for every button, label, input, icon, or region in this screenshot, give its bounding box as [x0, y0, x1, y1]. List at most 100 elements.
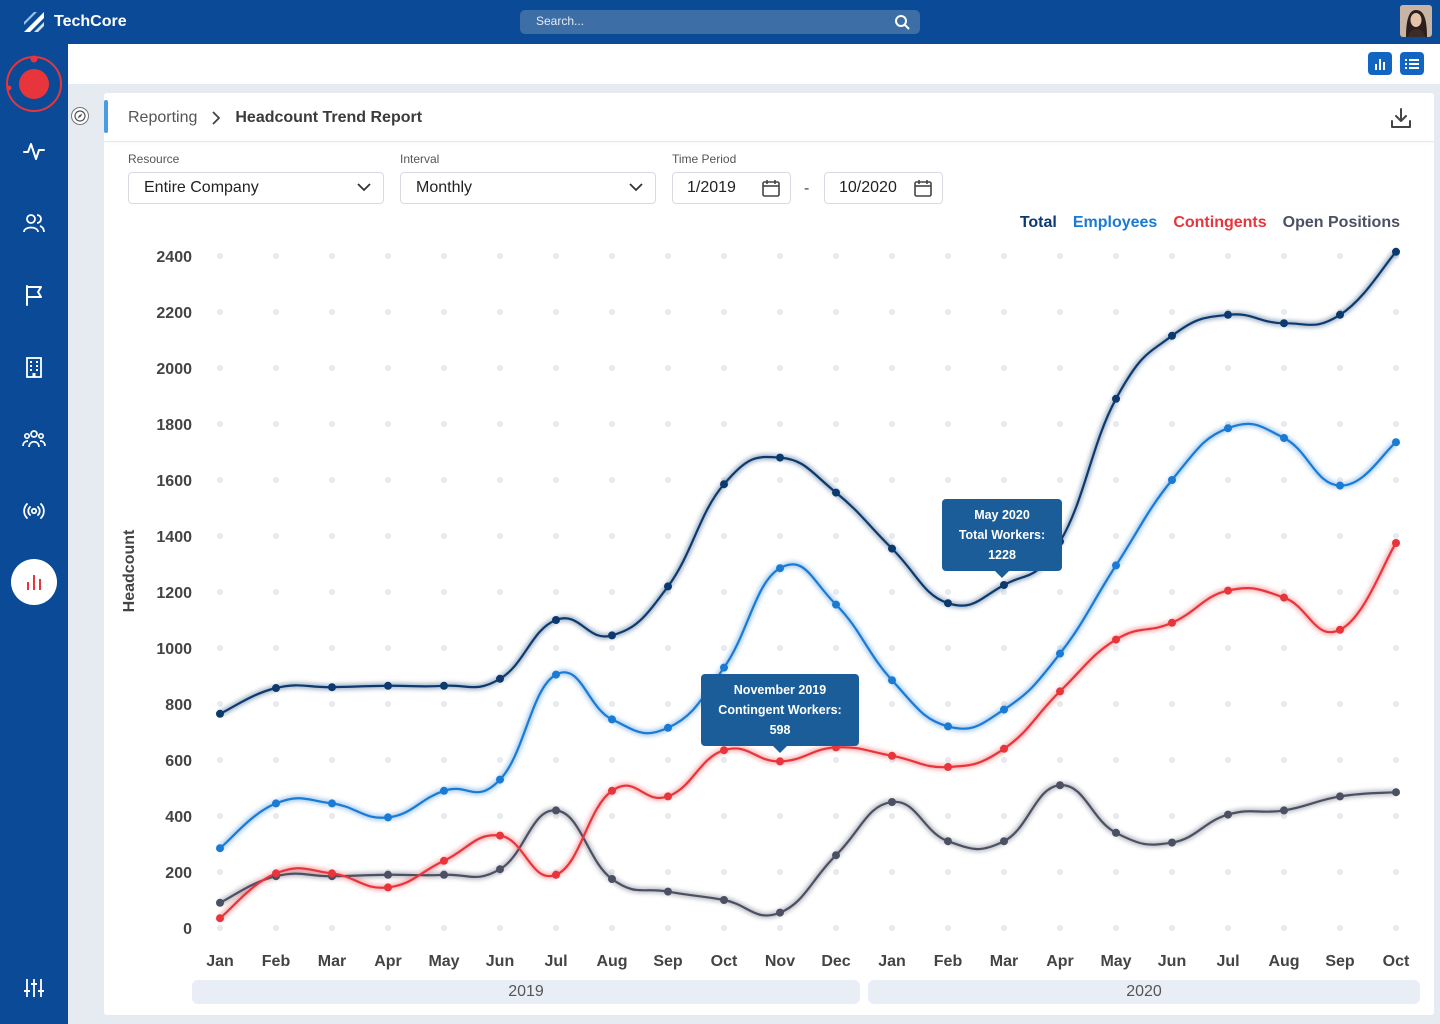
data-point-total[interactable] — [608, 631, 616, 640]
data-point-total[interactable] — [440, 681, 448, 690]
series-line-total[interactable] — [219, 251, 1397, 715]
data-point-total[interactable] — [552, 616, 560, 624]
data-point-total[interactable] — [664, 582, 672, 591]
data-point-employees[interactable] — [272, 799, 280, 808]
data-point-employees[interactable] — [1280, 434, 1288, 442]
legend-contingents[interactable]: Contingents — [1173, 214, 1267, 231]
data-point-total[interactable] — [832, 488, 840, 497]
data-point-contingents[interactable] — [664, 792, 672, 801]
data-point-contingents[interactable] — [608, 786, 616, 795]
data-point-contingents[interactable] — [1056, 687, 1064, 696]
data-point-contingents[interactable] — [1112, 635, 1120, 644]
data-point-employees[interactable] — [440, 786, 448, 795]
activity-icon[interactable] — [22, 139, 46, 163]
resource-select[interactable]: Entire Company — [128, 172, 384, 204]
settings-sliders-icon[interactable] — [22, 976, 46, 1000]
data-point-contingents[interactable] — [272, 869, 280, 878]
data-point-employees[interactable] — [720, 663, 728, 672]
series-line-contingents[interactable] — [219, 542, 1397, 920]
series-line-open-positions[interactable] — [219, 784, 1397, 917]
calendar-icon[interactable] — [761, 178, 781, 198]
legend-employees[interactable]: Employees — [1072, 214, 1158, 231]
data-point-contingents[interactable] — [216, 914, 224, 923]
data-point-contingents[interactable] — [720, 746, 728, 755]
data-point-open-positions[interactable] — [1336, 792, 1344, 801]
data-point-employees[interactable] — [888, 676, 896, 685]
data-point-total[interactable] — [384, 681, 392, 690]
data-point-contingents[interactable] — [888, 751, 896, 760]
data-point-contingents[interactable] — [1000, 744, 1008, 753]
brand[interactable]: TechCore — [22, 10, 127, 34]
data-point-contingents[interactable] — [944, 763, 952, 771]
data-point-contingents[interactable] — [328, 869, 336, 878]
data-point-open-positions[interactable] — [496, 865, 504, 874]
data-point-open-positions[interactable] — [608, 875, 616, 883]
data-point-contingents[interactable] — [440, 856, 448, 865]
data-point-open-positions[interactable] — [1056, 781, 1064, 790]
data-point-total[interactable] — [720, 480, 728, 489]
data-point-employees[interactable] — [664, 723, 672, 732]
data-point-employees[interactable] — [608, 715, 616, 724]
data-point-open-positions[interactable] — [1280, 806, 1288, 815]
data-point-open-positions[interactable] — [832, 851, 840, 860]
broadcast-icon[interactable] — [22, 499, 46, 523]
data-point-employees[interactable] — [832, 600, 840, 609]
ring-logo-icon[interactable] — [5, 55, 63, 113]
data-point-total[interactable] — [328, 683, 336, 692]
team-icon[interactable] — [22, 427, 46, 451]
breadcrumb-reporting[interactable]: Reporting — [128, 109, 198, 126]
data-point-open-positions[interactable] — [552, 806, 560, 815]
data-point-contingents[interactable] — [1168, 618, 1176, 627]
data-point-contingents[interactable] — [552, 870, 560, 879]
data-point-open-positions[interactable] — [888, 798, 896, 806]
data-point-open-positions[interactable] — [664, 887, 672, 896]
search-icon[interactable] — [894, 14, 910, 30]
series-line-employees[interactable] — [219, 422, 1397, 850]
data-point-open-positions[interactable] — [1224, 810, 1232, 819]
data-point-employees[interactable] — [384, 813, 392, 822]
legend-total[interactable]: Total — [1019, 214, 1057, 231]
start-date-field[interactable]: 1/2019 — [672, 172, 791, 204]
data-point-total[interactable] — [216, 709, 224, 718]
data-point-open-positions[interactable] — [776, 908, 784, 917]
data-point-total[interactable] — [496, 674, 504, 683]
chart-view-button[interactable] — [1368, 52, 1392, 75]
data-point-total[interactable] — [1336, 310, 1344, 319]
download-icon[interactable] — [1390, 107, 1412, 129]
data-point-contingents[interactable] — [496, 831, 504, 840]
data-point-open-positions[interactable] — [384, 870, 392, 879]
data-point-total[interactable] — [1392, 247, 1400, 256]
end-date-field[interactable]: 10/2020 — [824, 172, 943, 204]
users-icon[interactable] — [22, 211, 46, 235]
data-point-open-positions[interactable] — [1168, 838, 1176, 847]
data-point-contingents[interactable] — [1224, 586, 1232, 595]
sidebar-collapse-button[interactable] — [71, 107, 89, 125]
data-point-employees[interactable] — [1112, 561, 1120, 570]
sidebar-item-reports[interactable] — [11, 559, 57, 605]
avatar[interactable] — [1400, 5, 1432, 37]
data-point-contingents[interactable] — [776, 757, 784, 766]
legend-open-positions[interactable]: Open Positions — [1282, 214, 1400, 231]
data-point-open-positions[interactable] — [1112, 828, 1120, 837]
data-point-employees[interactable] — [1392, 438, 1400, 447]
data-point-employees[interactable] — [216, 844, 224, 853]
data-point-open-positions[interactable] — [1392, 788, 1400, 797]
data-point-contingents[interactable] — [1336, 625, 1344, 634]
data-point-employees[interactable] — [1056, 649, 1064, 658]
building-icon[interactable] — [22, 355, 46, 379]
data-point-open-positions[interactable] — [720, 896, 728, 904]
data-point-employees[interactable] — [944, 722, 952, 731]
data-point-employees[interactable] — [496, 775, 504, 784]
data-point-total[interactable] — [888, 544, 896, 553]
data-point-total[interactable] — [1224, 310, 1232, 319]
data-point-total[interactable] — [776, 453, 784, 462]
flag-icon[interactable] — [22, 283, 46, 307]
data-point-contingents[interactable] — [1392, 539, 1400, 547]
list-view-button[interactable] — [1400, 52, 1424, 75]
data-point-contingents[interactable] — [384, 883, 392, 892]
data-point-open-positions[interactable] — [1000, 837, 1008, 846]
data-point-employees[interactable] — [1336, 481, 1344, 490]
data-point-total[interactable] — [1000, 581, 1008, 589]
data-point-employees[interactable] — [552, 670, 560, 679]
interval-select[interactable]: Monthly — [400, 172, 656, 204]
